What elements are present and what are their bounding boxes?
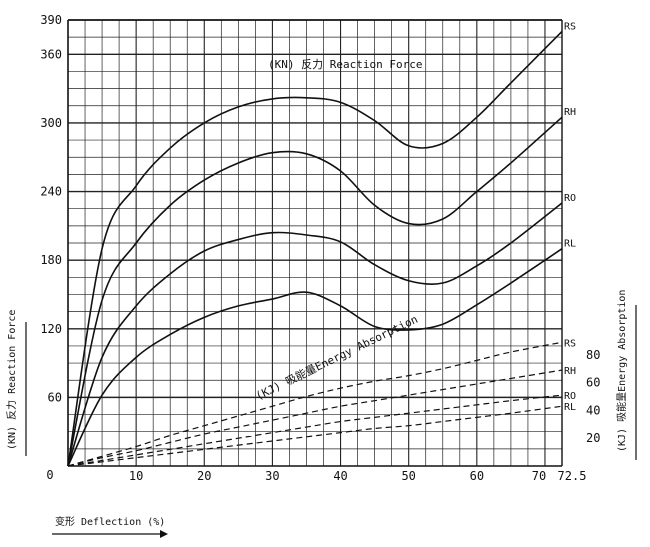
series-line-rl-reaction: [67, 248, 563, 467]
series-line-rh-reaction: [67, 116, 563, 467]
x-tick-label: 72.5: [558, 469, 587, 483]
x-tick-label: 60: [470, 469, 484, 483]
series-line-rl-energy: [67, 405, 563, 467]
y-tick-label-right: 40: [586, 403, 600, 417]
series-label-rl: RL: [564, 402, 576, 413]
left-axis-title: (KN) 反力 Reaction Force: [5, 310, 18, 450]
labels: 60 120 180 240 300 360 390 10 20 30 40 50 60 70 72.5 20…: [40, 13, 600, 483]
y-tick-label-left: 120: [40, 322, 62, 336]
x-tick-label: 20: [197, 469, 211, 483]
reaction-force-annotation: (KN) 反力 Reaction Force: [268, 58, 422, 71]
series-label-rl: RL: [564, 239, 576, 250]
series-line-rs-energy: [67, 341, 563, 467]
y-tick-label-left: 60: [48, 390, 62, 404]
y-tick-label-right: 60: [586, 376, 600, 390]
y-tick-label-left: 390: [40, 13, 62, 27]
series-line-ro-reaction: [67, 202, 563, 467]
series-label-rh: RH: [564, 366, 576, 377]
series-label-ro: RO: [564, 193, 576, 204]
series-label-ro: RO: [564, 391, 576, 402]
y-tick-label-left: 240: [40, 185, 62, 199]
x-tick-label: 10: [129, 469, 143, 483]
x-tick-label: 30: [265, 469, 279, 483]
series-label-rs: RS: [564, 338, 576, 349]
series-label-rs: RS: [564, 21, 576, 32]
x-tick-label: 70: [532, 469, 546, 483]
curves: [67, 30, 563, 467]
y-tick-label-left: 300: [40, 116, 62, 130]
axes: [67, 19, 563, 467]
series-line-rs-reaction: [67, 30, 563, 467]
x-axis-title: 变形 Deflection (%): [55, 515, 165, 528]
x-tick-label: 50: [401, 469, 415, 483]
x-tick-label: 40: [333, 469, 347, 483]
y-tick-label-right: 80: [586, 348, 600, 362]
y-tick-label-right: 20: [586, 431, 600, 445]
y-tick-label-left: 180: [40, 253, 62, 267]
y-tick-label-left: 360: [40, 47, 62, 61]
right-axis-title: (KJ) 吸能量Energy Absorption: [615, 290, 628, 452]
series-line-rh-energy: [67, 369, 563, 467]
x-axis-arrow-head: [160, 530, 168, 538]
series-label-rh: RH: [564, 107, 576, 118]
series-line-ro-energy: [67, 394, 563, 467]
grid: [68, 19, 562, 466]
origin-label: 0: [46, 468, 53, 482]
